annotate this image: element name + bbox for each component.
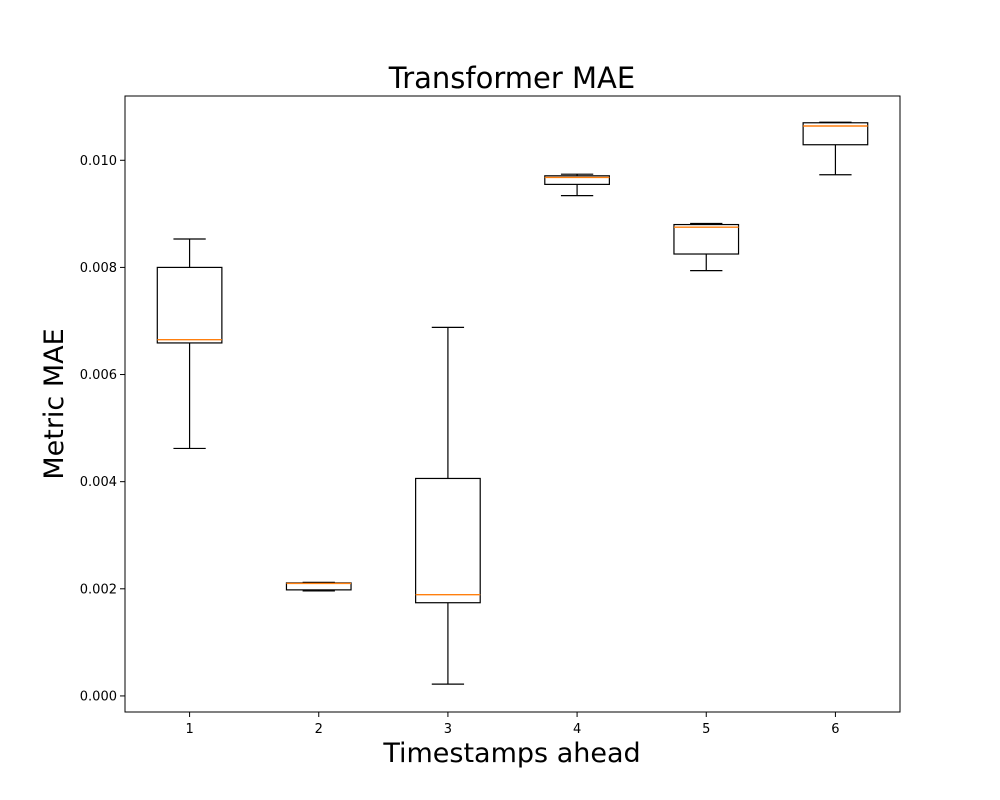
box bbox=[802, 122, 869, 146]
y-tick-label: 0.010 bbox=[80, 154, 117, 169]
chart-title: Transformer MAE bbox=[388, 61, 635, 95]
x-tick-label: 5 bbox=[702, 722, 710, 737]
box bbox=[415, 477, 481, 604]
box-group-2 bbox=[285, 581, 352, 592]
y-axis-label: Metric MAE bbox=[39, 328, 70, 479]
plot-frame bbox=[124, 95, 901, 713]
box bbox=[673, 223, 740, 255]
plot-area: 1 2 3 4 5 6 0.000 0.002 0.004 0.006 0.008 0.010 bbox=[80, 121, 869, 737]
y-tick-label: 0.008 bbox=[80, 261, 117, 276]
x-axis-label: Timestamps ahead bbox=[382, 738, 640, 769]
box bbox=[156, 266, 223, 344]
box-group-1 bbox=[156, 238, 223, 450]
x-tick-label: 4 bbox=[573, 722, 581, 737]
x-tick-label: 2 bbox=[315, 722, 323, 737]
x-tick-label: 6 bbox=[831, 722, 839, 737]
x-tick-label: 3 bbox=[444, 722, 452, 737]
box-group-5 bbox=[673, 222, 740, 272]
y-tick-label: 0.002 bbox=[80, 582, 117, 597]
box bbox=[544, 175, 610, 185]
box-group-4 bbox=[544, 173, 610, 197]
box-group-6 bbox=[802, 121, 869, 176]
x-tick-label: 1 bbox=[185, 722, 193, 737]
box-group-3 bbox=[415, 326, 481, 685]
y-tick-label: 0.004 bbox=[80, 475, 117, 490]
y-tick-label: 0.006 bbox=[80, 368, 117, 383]
y-tick-label: 0.000 bbox=[80, 689, 117, 704]
